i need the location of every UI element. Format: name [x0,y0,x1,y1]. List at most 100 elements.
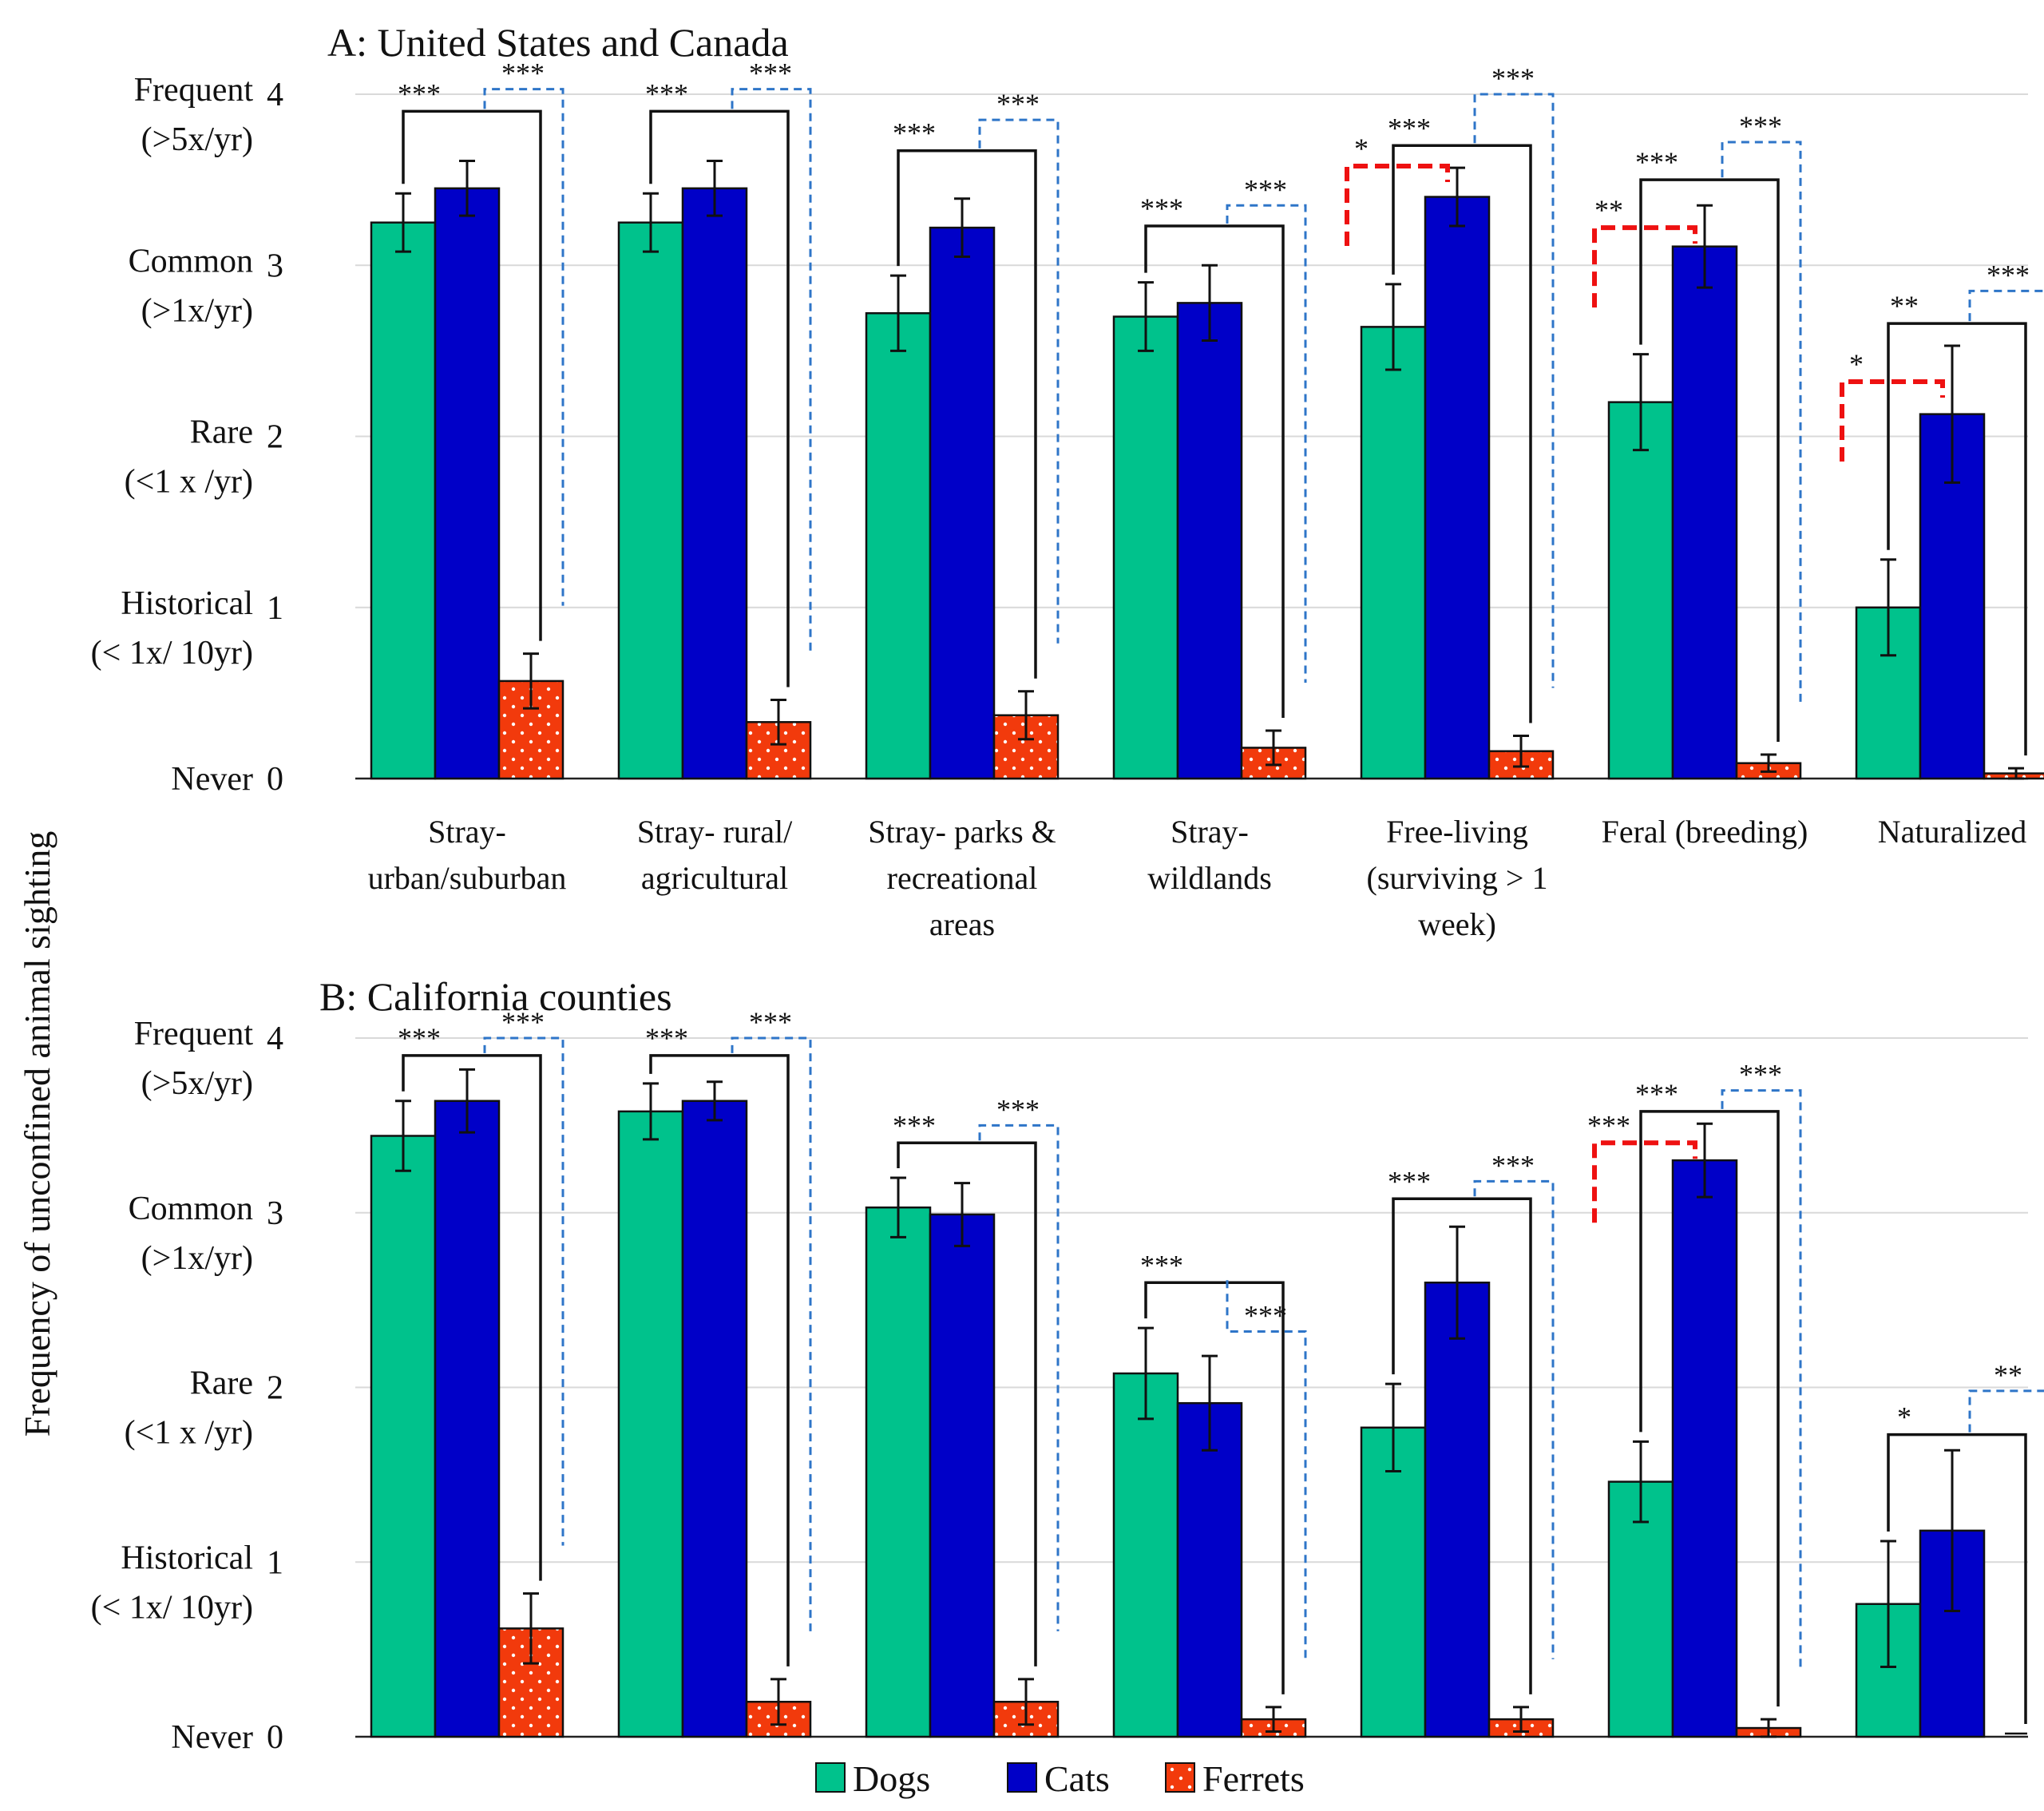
category-label-line: Naturalized [1878,814,2027,850]
sig-bracket-cat-ferret [978,118,1060,644]
sig-label-cat-ferret: *** [1739,110,1782,142]
bar-cats [681,1100,748,1738]
sig-bracket-dog-ferret [897,1141,1037,1666]
sig-label-cat-ferret: *** [1739,1059,1782,1091]
y-tick-subtitle: (<1 x /yr) [125,464,253,501]
sig-label-cat-ferret: *** [996,1093,1040,1125]
bar-dogs [617,1110,684,1738]
category-label: Free-living (surviving > 1 week) [1367,814,1548,942]
sig-label-dog-ferret: *** [398,77,441,109]
y-tick-category: Frequent [134,72,254,109]
bar-cats [929,226,996,780]
y-axis-title: Frequency of unconfined animal sighting [17,831,57,1437]
legend-label: Ferrets [1202,1758,1305,1799]
category-group: *** *** [1360,1149,1555,1738]
sig-bracket-dog-ferret [1887,322,2027,756]
legend-swatch [815,1762,846,1793]
bar-dogs [617,221,684,780]
y-tick-number: 0 [267,1719,283,1756]
sig-bracket-cat-ferret [1473,1179,1555,1659]
bar-cats [1424,196,1491,780]
bar-dogs [1112,315,1179,780]
sig-label-cat-ferret: *** [1244,1300,1287,1332]
sig-bracket-cat-ferret [1721,1089,1802,1672]
y-tick-number: 4 [267,77,283,113]
sig-label-dog-ferret: *** [1635,146,1678,178]
y-tick-category: Common [129,243,253,279]
sig-bracket-cat-ferret [731,1036,812,1631]
y-tick-subtitle: (>1x/yr) [141,292,253,329]
legend-item-cats: Cats [1007,1758,1110,1799]
sig-label-dog-ferret: *** [645,1022,688,1054]
sig-label-cat-ferret: *** [501,1006,545,1038]
y-tick-subtitle: (< 1x/ 10yr) [91,1589,253,1626]
category-label-line: Stray- rural/ [637,814,793,850]
category-label-line: urban/suburban [368,860,567,896]
bar-dogs [370,221,437,780]
sig-bracket-dog-cat [1592,225,1697,308]
bar-dogs [1360,1426,1427,1738]
sig-bracket-dog-ferret [1144,1281,1285,1694]
sig-bracket-cat-ferret [1473,93,1555,688]
y-tick-category: Never [171,761,253,798]
bar-dogs [370,1135,437,1738]
sig-bracket-cat-ferret [1721,141,1802,707]
category-group: ********Feral (breeding) [1592,110,1808,850]
y-tick-subtitle: (>5x/yr) [141,1065,253,1102]
category-group: *** *** [370,1006,564,1738]
y-tick-number: 2 [267,419,283,456]
y-tick-number: 1 [267,1544,283,1581]
category-group: *** *** [1112,1249,1307,1738]
sig-label-cat-ferret: *** [1491,62,1535,94]
category-group: *** *** Stray- rural/agricultural [617,57,812,896]
category-label-line: Stray- [428,814,506,850]
category-group: *** *** Stray-wildlands [1112,173,1307,896]
category-label-line: Feral (breeding) [1602,814,1808,850]
legend-label: Dogs [853,1758,930,1799]
bar-cats [434,1100,501,1738]
sig-label-dog-ferret: *** [1140,192,1183,224]
y-tick-category: Common [129,1191,253,1227]
category-group: *** *** [617,1006,812,1738]
category-label: Stray-urban/suburban [368,814,567,896]
sig-label-cat-ferret: *** [1491,1149,1535,1181]
category-group: *** *** [865,1093,1060,1738]
sig-label-dog-ferret: *** [645,77,688,109]
bar-cats [929,1213,996,1738]
sig-bracket-dog-ferret [649,109,790,688]
sig-bracket-dog-ferret [1639,178,1780,743]
sig-label-dog-ferret: * [1897,1401,1911,1433]
bar-dogs [1360,326,1427,780]
sig-label-cat-ferret: *** [1987,259,2030,291]
category-label: Feral (breeding) [1602,814,1808,850]
bar-dogs [1607,401,1674,780]
sig-label-dog-ferret: *** [398,1022,441,1054]
category-group: *** *** Stray-urban/suburban [368,57,567,896]
sig-label-cat-ferret: *** [501,57,545,89]
category-label-line: areas [929,906,995,942]
bar-cats [434,187,501,780]
sig-bracket-dog-ferret [1392,1197,1532,1694]
category-label-line: recreational [887,860,1038,896]
panel-a: A: United States and Canada 0 Never 1 Histor… [91,20,2044,942]
y-tick-subtitle: (>5x/yr) [141,121,253,158]
sig-bracket-dog-ferret [649,1054,790,1666]
sig-bracket-dog-cat [1840,378,1945,462]
sig-label-dog-ferret: *** [1388,1165,1431,1197]
category-label-line: Stray- parks & [868,814,1056,850]
category-group: *** *** Stray- parks & recreational areas [865,88,1060,942]
sig-bracket-cat-ferret [978,1123,1060,1631]
y-tick-number: 3 [267,1195,283,1232]
category-group: ******Naturalized [1840,259,2044,850]
bar-cats [1176,302,1243,780]
sig-label-cat-ferret: *** [996,88,1040,120]
y-tick-subtitle: (< 1x/ 10yr) [91,635,253,672]
category-label: Naturalized [1878,814,2027,850]
bar-cats [681,187,748,780]
sig-label-cat-ferret: ** [1994,1359,2022,1391]
y-tick-category: Never [171,1719,253,1756]
category-group: *** [1855,1359,2044,1738]
y-tick-number: 4 [267,1020,283,1057]
category-label-line: agricultural [641,860,788,896]
